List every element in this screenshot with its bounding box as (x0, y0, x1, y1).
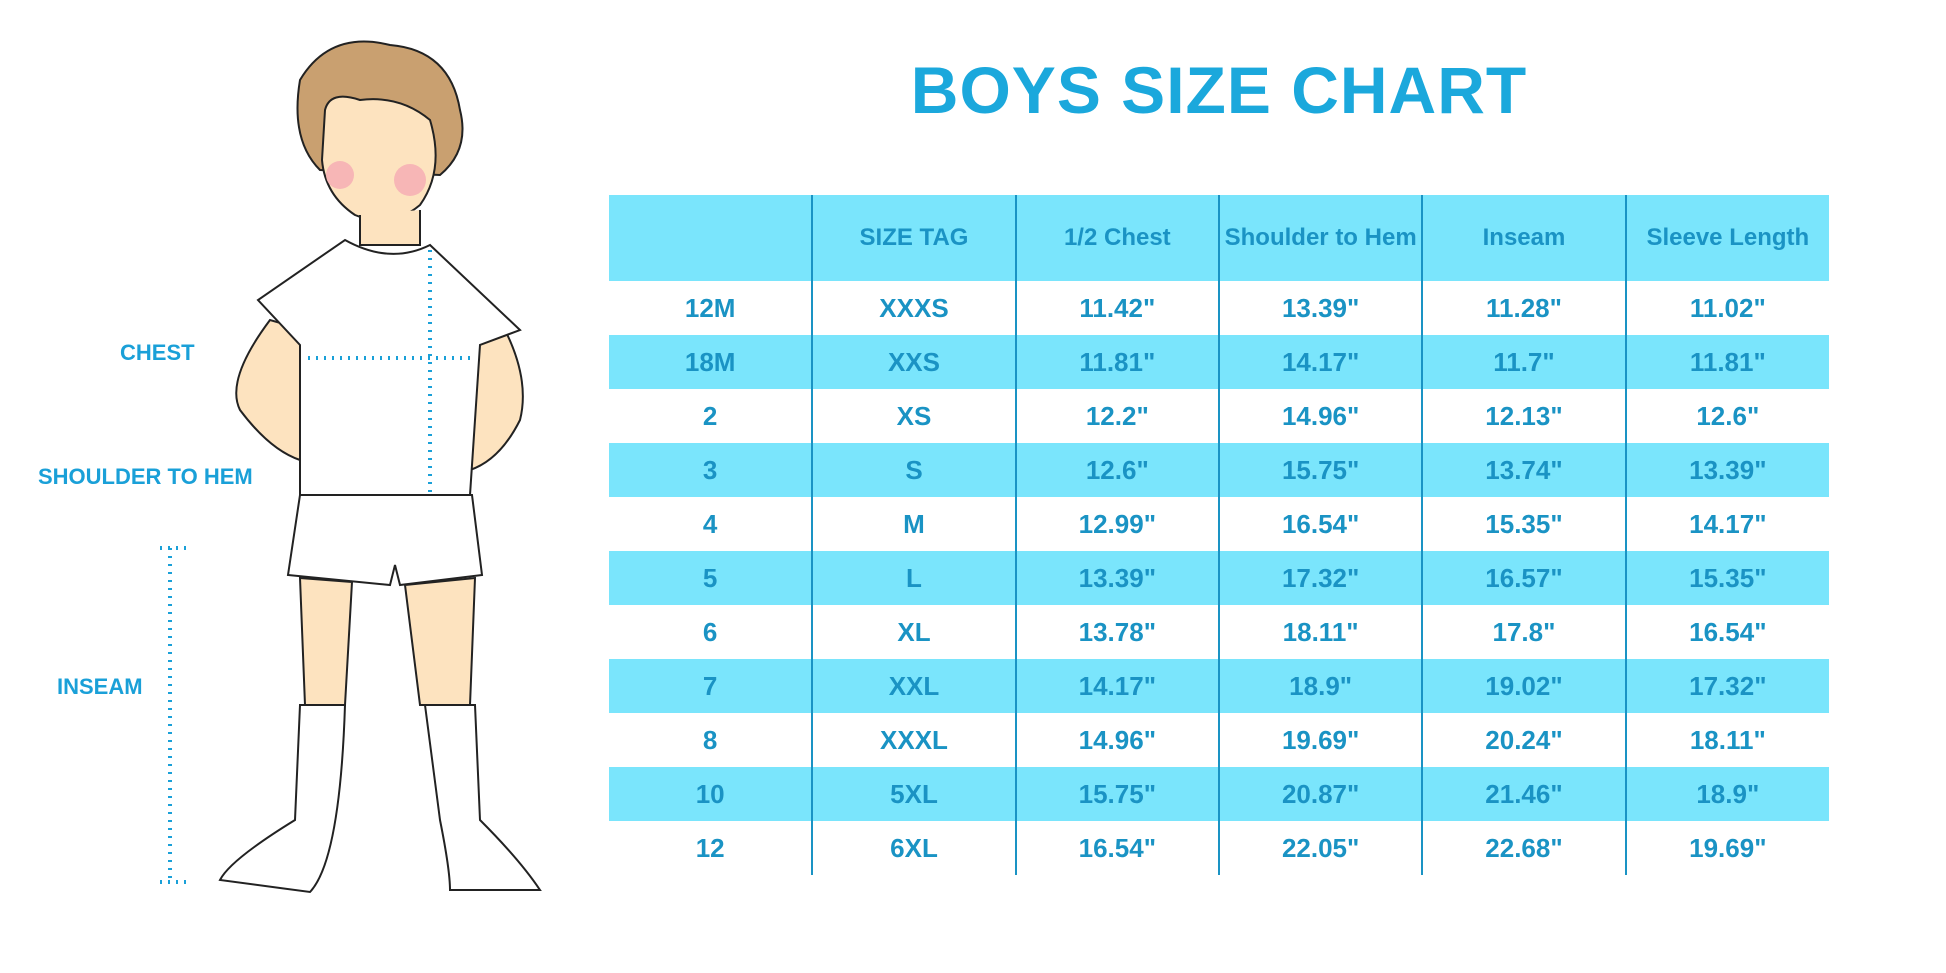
table-cell: XL (811, 605, 1016, 659)
table-cell: 14.96" (1217, 389, 1423, 443)
table-row: 4 M 12.99" 16.54" 15.35" 14.17" (609, 497, 1829, 551)
table-cell: 11.28" (1421, 281, 1626, 335)
inseam-label: INSEAM (57, 674, 143, 699)
table-cell: XXL (811, 659, 1016, 713)
table-cell: 13.39" (1624, 443, 1829, 497)
table-cell: 12.2" (1014, 389, 1219, 443)
table-cell: 12.13" (1421, 389, 1626, 443)
table-cell: 20.87" (1217, 767, 1423, 821)
column-header: Inseam (1421, 195, 1626, 281)
table-cell: 19.69" (1624, 821, 1829, 875)
table-cell: 14.17" (1217, 335, 1423, 389)
table-cell: 17.32" (1217, 551, 1423, 605)
table-cell: 15.35" (1624, 551, 1829, 605)
table-cell: 12.99" (1014, 497, 1219, 551)
table-cell: 2 (702, 400, 718, 431)
table-cell: 18.11" (1624, 713, 1829, 767)
table-cell: 18M (609, 335, 813, 389)
table-cell: 19.02" (1421, 659, 1626, 713)
table-cell: 17.32" (1624, 659, 1829, 713)
table-cell: 15.35" (1421, 497, 1626, 551)
column-header: Shoulder to Hem (1217, 195, 1423, 281)
table-header-row: SIZE TAG 1/2 Chest Shoulder to Hem Inseam Sl… (609, 195, 1829, 281)
table-row: 2 XS 12.2" 14.96" 12.13" 12.6" (609, 389, 1829, 443)
table-cell: 18.9" (1624, 767, 1829, 821)
table-cell: XXS (811, 335, 1016, 389)
table-cell: 5XL (811, 767, 1016, 821)
page-title: BOYS SIZE CHART (910, 53, 1528, 127)
table-cell: 6XL (811, 821, 1016, 875)
table-cell: 18.11" (1217, 605, 1423, 659)
table-cell: 5 (609, 551, 813, 605)
table-cell: 17.8" (1421, 605, 1626, 659)
table-cell: 16.54" (1217, 497, 1423, 551)
table-cell: M (811, 497, 1016, 551)
table-cell: 15.75" (1217, 443, 1423, 497)
table-cell: 12.6" (1014, 443, 1219, 497)
table-cell: 21.46" (1421, 767, 1626, 821)
table-row: 8 XXXL 14.96" 19.69" 20.24" 18.11" (609, 713, 1829, 767)
table-cell: 15.75" (1014, 767, 1219, 821)
table-cell: 8 (702, 724, 718, 755)
column-header: SIZE TAG (811, 195, 1016, 281)
table-cell: 16.54" (1624, 605, 1829, 659)
table-row: 3 S 12.6" 15.75" 13.74" 13.39" (609, 443, 1829, 497)
column-header: 1/2 Chest (1014, 195, 1219, 281)
table-cell: 11.02" (1624, 281, 1829, 335)
table-cell: 3 (609, 443, 813, 497)
table-cell: 11.42" (1014, 281, 1219, 335)
table-cell: 14.17" (1624, 497, 1829, 551)
table-cell: 20.24" (1421, 713, 1626, 767)
table-cell: 7 (609, 659, 813, 713)
table-cell: 12M (684, 292, 736, 323)
table-cell: 12 (695, 832, 725, 863)
table-cell: S (811, 443, 1016, 497)
table-cell: 13.39" (1014, 551, 1219, 605)
column-header (609, 195, 813, 281)
table-cell: 22.68" (1421, 821, 1626, 875)
boy-figure-illustration (160, 40, 542, 894)
table-cell: 16.54" (1014, 821, 1219, 875)
size-chart-table: SIZE TAG 1/2 Chest Shoulder to Hem Inseam Sl… (609, 195, 1829, 875)
table-cell: 10 (609, 767, 813, 821)
table-row: 5 L 13.39" 17.32" 16.57" 15.35" (609, 551, 1829, 605)
table-cell: 14.17" (1014, 659, 1219, 713)
table-cell: 16.57" (1421, 551, 1626, 605)
table-row: 6 XL 13.78" 18.11" 17.8" 16.54" (609, 605, 1829, 659)
table-row: 12M XXXS 11.42" 13.39" 11.28" 11.02" (609, 281, 1829, 335)
table-row: 10 5XL 15.75" 20.87" 21.46" 18.9" (609, 767, 1829, 821)
table-cell: 18.9" (1217, 659, 1423, 713)
table-cell: L (811, 551, 1016, 605)
table-cell: 19.69" (1217, 713, 1423, 767)
table-cell: 13.39" (1217, 281, 1423, 335)
table-cell: 14.96" (1014, 713, 1219, 767)
table-cell: 11.81" (1014, 335, 1219, 389)
table-cell: 12.6" (1624, 389, 1829, 443)
table-cell: XXXS (811, 281, 1016, 335)
table-cell: 4 (702, 508, 718, 539)
table-row: 18M XXS 11.81" 14.17" 11.7" 11.81" (609, 335, 1829, 389)
table-row: 12 6XL 16.54" 22.05" 22.68" 19.69" (609, 821, 1829, 875)
column-header: Sleeve Length (1624, 195, 1829, 281)
table-row: 7 XXL 14.17" 18.9" 19.02" 17.32" (609, 659, 1829, 713)
shoulder-to-hem-label: SHOULDER TO HEM (38, 464, 253, 489)
table-cell: 13.74" (1421, 443, 1626, 497)
table-cell: XXXL (811, 713, 1016, 767)
table-cell: 22.05" (1217, 821, 1423, 875)
table-cell: XS (811, 389, 1016, 443)
table-cell: 13.78" (1014, 605, 1219, 659)
table-cell: 11.7" (1421, 335, 1626, 389)
table-cell: 11.81" (1624, 335, 1829, 389)
chest-label: CHEST (120, 340, 195, 365)
table-cell: 6 (702, 616, 718, 647)
